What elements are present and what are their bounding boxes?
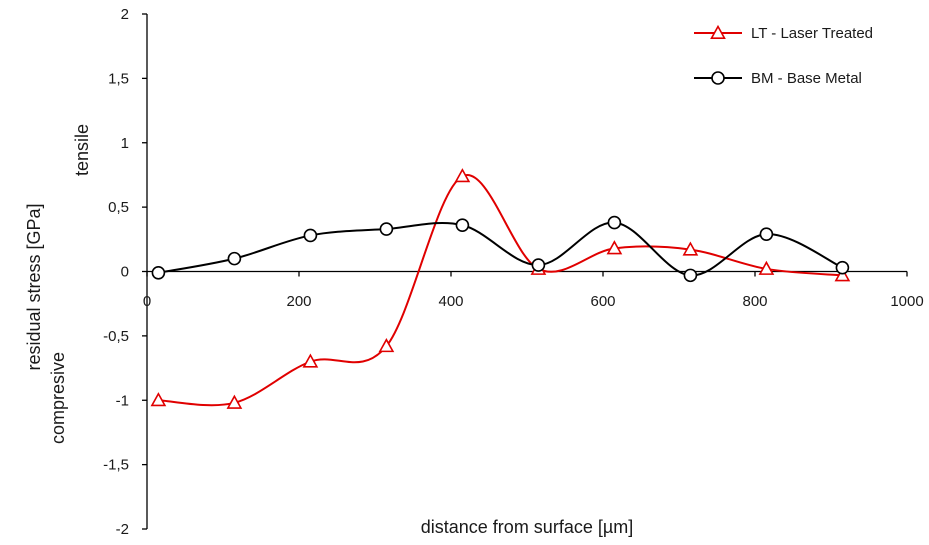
y-tick-label: 1,5 [108,70,129,87]
series-2 [151,215,850,283]
y-tick-label: -1,5 [103,457,129,474]
data-point-circle [531,258,546,272]
y-tick-label: 0 [121,264,129,281]
data-point-circle [607,215,622,230]
data-point-circle [303,228,318,243]
data-point-circle [683,268,698,283]
legend-item: LT - Laser Treated [694,24,873,42]
data-point-triangle [606,240,623,255]
series-group [150,168,851,409]
legend-label: LT - Laser Treated [751,25,873,42]
legend-marker [710,24,726,40]
data-point-triangle [302,353,319,368]
data-point-triangle [454,168,471,183]
x-tick-label: 0 [143,293,151,310]
x-tick-label: 600 [590,293,615,310]
data-point-circle [455,218,470,232]
legend: LT - Laser Treated BM - Base Metal [694,24,873,87]
x-tick-label: 200 [286,293,311,310]
legend-marker [711,71,725,85]
data-point-triangle [226,394,243,409]
y-tick-label: -2 [116,521,129,538]
y-tick-label: -1 [116,392,129,409]
data-point-triangle [682,241,699,256]
compressive-annotation: compresive [48,352,68,444]
data-point-circle [759,227,774,241]
legend-item: BM - Base Metal [694,70,862,87]
data-point-triangle [378,338,395,353]
x-tick-label: 400 [438,293,463,310]
data-point-triangle [758,260,775,275]
series-1 [150,168,851,409]
y-tick-label: 2 [121,6,129,23]
data-point-circle [835,260,850,275]
y-tick-label: -0,5 [103,328,129,345]
data-point-circle [227,251,242,266]
series-line [158,221,843,277]
data-point-circle [151,265,166,280]
x-tick-label: 1000 [890,293,923,310]
tensile-annotation: tensile [72,124,92,176]
legend-label: BM - Base Metal [751,70,862,87]
x-axis-title: distance from surface [µm] [421,517,633,537]
y-axis-title: residual stress [GPa] [24,203,44,370]
data-point-triangle [834,267,851,282]
y-tick-label: 0,5 [108,199,129,216]
data-point-triangle [150,392,167,407]
x-tick-label: 800 [742,293,767,310]
data-point-circle [379,222,394,236]
ticks: 2 1,5 1 0,5 0 -0,5 -1 -1,5 -2 0 200 400 600 800 1000 [103,6,924,538]
series-line [158,174,843,407]
y-tick-label: 1 [121,135,129,152]
